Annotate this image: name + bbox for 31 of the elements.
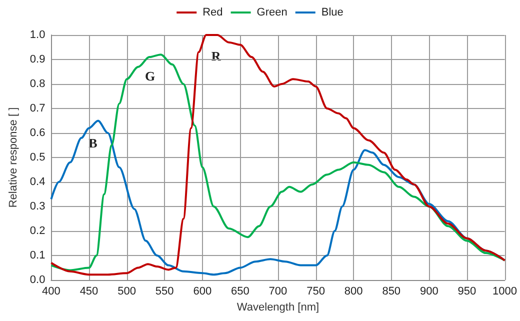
x-tick-label: 900 bbox=[420, 286, 438, 298]
x-tick-label: 750 bbox=[306, 286, 325, 298]
y-tick-label: 0.9 bbox=[30, 54, 46, 66]
y-tick-label: 1.0 bbox=[30, 29, 46, 41]
x-axis-title: Wavelength [nm] bbox=[236, 302, 320, 314]
x-tick-label: 950 bbox=[458, 286, 476, 298]
x-tick-label: 700 bbox=[268, 286, 288, 298]
x-tick-label: 600 bbox=[193, 286, 212, 298]
x-tick-label: 800 bbox=[344, 286, 363, 298]
y-tick-label: 0.0 bbox=[30, 274, 46, 286]
y-tick-label: 0.4 bbox=[30, 176, 46, 188]
y-tick-label: 0.2 bbox=[30, 225, 46, 237]
x-tick-label: 550 bbox=[155, 286, 174, 298]
x-tick-label: 850 bbox=[382, 286, 401, 298]
y-axis-title: Relative response [ ] bbox=[8, 107, 20, 208]
y-tick-label: 0.7 bbox=[30, 102, 46, 114]
y-tick-label: 0.5 bbox=[30, 152, 46, 164]
x-tick-label: 500 bbox=[118, 286, 136, 298]
legend-label: Blue bbox=[321, 6, 344, 18]
x-tick-label: 450 bbox=[80, 286, 98, 298]
x-tick-label: 1000 bbox=[492, 286, 518, 298]
x-tick-label: 400 bbox=[42, 286, 60, 298]
y-tick-label: 0.6 bbox=[30, 127, 46, 139]
y-tick-label: 0.8 bbox=[30, 78, 46, 90]
annotation: G bbox=[144, 68, 156, 84]
x-tick-label: 650 bbox=[231, 286, 250, 298]
annotation: B bbox=[88, 136, 98, 150]
y-tick-label: 0.1 bbox=[30, 250, 46, 262]
legend-label: Red bbox=[202, 6, 223, 18]
y-tick-label: 0.3 bbox=[30, 200, 46, 212]
legend-label: Green bbox=[256, 6, 288, 18]
